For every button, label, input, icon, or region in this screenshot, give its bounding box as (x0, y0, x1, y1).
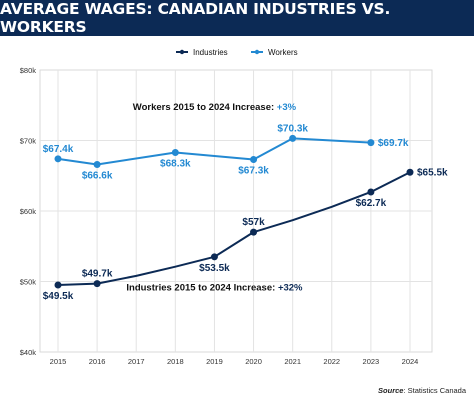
point-industries-2019 (210, 253, 218, 261)
data-label-workers-2015: $67.4k (43, 144, 74, 155)
data-label-workers-2016: $66.6k (82, 170, 113, 181)
source-label: Source (378, 386, 404, 395)
x-tick-label-2024: 2024 (402, 357, 419, 366)
source-text: : Statistics Canada (403, 386, 466, 395)
x-tick-label-2022: 2022 (323, 357, 340, 366)
x-tick-label-2021: 2021 (284, 357, 301, 366)
y-tick-label-50k: $50k (20, 278, 37, 287)
data-label-workers-2020: $67.3k (238, 166, 269, 177)
legend-marker-industries (179, 49, 185, 55)
point-workers-2021 (289, 134, 297, 142)
data-label-workers-2021: $70.3k (277, 123, 308, 134)
data-label-workers-2023: $69.7k (378, 138, 409, 149)
y-tick-label-80k: $80k (20, 66, 37, 75)
x-tick-label-2020: 2020 (245, 357, 262, 366)
x-tick-label-2017: 2017 (128, 357, 145, 366)
annotation-1: Industries 2015 to 2024 Increase: +32% (126, 283, 303, 294)
annotation-0: Workers 2015 to 2024 Increase: +3% (133, 102, 297, 113)
point-industries-2016 (93, 280, 101, 288)
x-tick-label-2016: 2016 (89, 357, 106, 366)
y-tick-label-40k: $40k (20, 348, 37, 357)
legend-label-industries: Industries (193, 48, 228, 57)
data-label-industries-2019: $53.5k (199, 263, 230, 274)
point-industries-2024 (406, 168, 414, 176)
point-workers-2015 (54, 155, 62, 163)
data-label-industries-2023: $62.7k (356, 198, 387, 209)
annotation-value-1: +32% (278, 283, 303, 294)
y-tick-label-70k: $70k (20, 137, 37, 146)
point-workers-2020 (250, 156, 258, 164)
data-label-industries-2020: $57k (242, 217, 265, 228)
annotation-value-0: +3% (277, 102, 297, 113)
legend-label-workers: Workers (268, 48, 298, 57)
data-label-industries-2016: $49.7k (82, 269, 113, 280)
point-workers-2018 (171, 148, 179, 156)
series-line-workers (57, 137, 371, 166)
point-industries-2020 (250, 228, 258, 236)
series-line-industries (57, 171, 411, 287)
y-tick-label-60k: $60k (20, 207, 37, 216)
legend-marker-workers (254, 49, 260, 55)
x-tick-label-2019: 2019 (206, 357, 223, 366)
point-industries-2015 (54, 281, 62, 289)
x-tick-label-2015: 2015 (50, 357, 67, 366)
point-workers-2023 (367, 139, 375, 147)
data-label-industries-2015: $49.5k (43, 291, 74, 302)
source-note: Source: Statistics Canada (378, 386, 466, 395)
point-industries-2023 (367, 188, 375, 196)
point-workers-2016 (93, 160, 101, 168)
data-label-industries-2024: $65.5k (417, 168, 448, 179)
title-bar: AVERAGE WAGES: CANADIAN INDUSTRIES VS. W… (0, 0, 474, 36)
x-tick-label-2023: 2023 (363, 357, 380, 366)
x-tick-label-2018: 2018 (167, 357, 184, 366)
annotation-text-1: Industries 2015 to 2024 Increase: (126, 283, 278, 294)
chart-title: AVERAGE WAGES: CANADIAN INDUSTRIES VS. W… (0, 0, 391, 36)
annotation-text-0: Workers 2015 to 2024 Increase: (133, 102, 277, 113)
line-chart: $40k $50k $60k $70k $80k 2015 2016 2017 2018 2019… (20, 48, 448, 366)
data-label-workers-2018: $68.3k (160, 158, 191, 169)
